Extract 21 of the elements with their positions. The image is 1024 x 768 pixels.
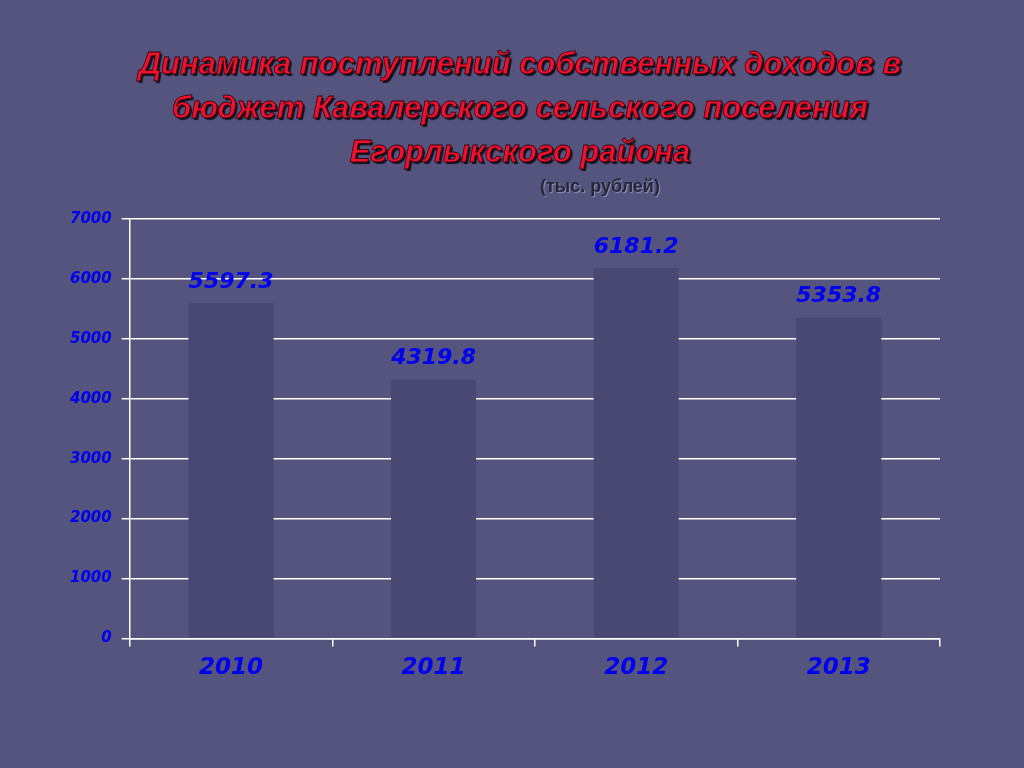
y-tick-label: 4000: [69, 388, 112, 407]
y-tick-label: 7000: [70, 208, 112, 227]
y-tick-label: 5000: [70, 328, 112, 347]
bar: [796, 317, 882, 638]
chart-title: Динамика поступлений собственных доходов в бюджет Кавалерского сельского поселения Егорлыкского района: [135, 45, 903, 171]
y-tick-label: 0: [101, 628, 112, 647]
data-label: 4319.8: [390, 344, 477, 370]
data-label: 6181.2: [593, 232, 679, 258]
y-tick-label: 1000: [70, 568, 112, 587]
x-tick-label: 2010: [199, 653, 264, 680]
y-tick-label: 2000: [70, 508, 112, 527]
y-tick-label: 6000: [70, 268, 112, 287]
data-label: 5353.8: [796, 282, 882, 308]
x-tick-label: 2013: [806, 653, 871, 680]
bar: [391, 379, 477, 638]
bar: [593, 268, 679, 638]
x-tick-label: 2011: [401, 653, 466, 680]
y-tick-label: 3000: [70, 448, 112, 467]
chart-subtitle: (тыс. рублей): [540, 176, 660, 197]
x-tick-label: 2012: [604, 653, 669, 680]
bar: [188, 303, 274, 638]
